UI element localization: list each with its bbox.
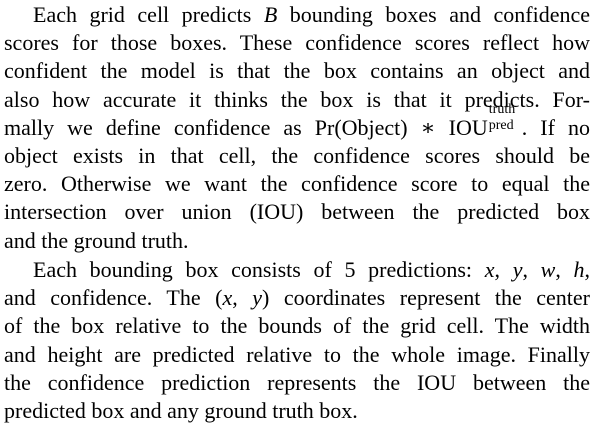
text-span: , xyxy=(494,257,513,282)
paragraph-bounding-box: Each bounding box consists of 5 predicti… xyxy=(4,256,590,425)
text-line: object exists in that cell, the confiden… xyxy=(4,142,590,168)
text-line: and the ground truth. xyxy=(4,227,189,253)
math-variable-y: y xyxy=(252,285,262,311)
text-span: , xyxy=(555,257,574,282)
text-line: and height are predicted relative to the… xyxy=(4,341,590,367)
paragraph-confidence: Each grid cell predicts B bounding boxes… xyxy=(4,1,590,255)
text-line: scores for those boxes. These confidence… xyxy=(4,30,590,56)
text-span: bounding boxes and confidence xyxy=(277,2,590,27)
text-line: mally we define confidence as Pr(Object)… xyxy=(4,102,591,142)
text-span: coordinates represent the center xyxy=(269,285,590,311)
math-variable-w: w xyxy=(540,257,556,282)
math-sup-sub: truth pred xyxy=(488,102,522,135)
text-line: Each grid cell predicts B bounding boxes… xyxy=(4,1,590,29)
text-span: , xyxy=(584,257,591,282)
text-line: intersection over union (IOU) between th… xyxy=(4,199,590,225)
math-variable-h: h xyxy=(573,257,585,282)
math-superscript: truth xyxy=(488,101,516,117)
text-line: confident the model is that the box cont… xyxy=(4,58,590,84)
text-line: also how accurate it thinks the box is t… xyxy=(4,86,590,112)
text-line: Each bounding box consists of 5 predicti… xyxy=(4,256,590,284)
math-comma: , xyxy=(232,285,253,311)
text-line: predicted box and any ground truth box. xyxy=(4,397,358,423)
math-subscript: pred xyxy=(488,117,514,133)
math-variable-x: x xyxy=(484,257,495,282)
math-paren: ( xyxy=(215,285,223,311)
math-variable-y: y xyxy=(512,257,523,282)
math-variable-x: x xyxy=(222,285,233,311)
math-variable-B: B xyxy=(263,2,278,27)
text-line: the confidence prediction represents the… xyxy=(4,369,590,395)
text-line: zero. Otherwise we want the confidence s… xyxy=(4,171,590,197)
text-span: . If no xyxy=(521,114,591,140)
text-span: mally we define confidence as xyxy=(4,114,315,140)
text-span: , xyxy=(522,257,541,282)
text-line: and confidence. The (x, y) coordinates r… xyxy=(4,284,590,312)
text-line: of the box relative to the bounds of the… xyxy=(4,313,590,339)
text-span: Each bounding box consists of 5 predicti… xyxy=(33,257,485,282)
text-span: Each grid cell predicts xyxy=(33,2,264,27)
text-span: and confidence. The xyxy=(4,285,216,311)
math-confidence-formula: Pr(Object) ∗ IOU xyxy=(314,114,488,140)
math-paren: ) xyxy=(261,285,270,311)
